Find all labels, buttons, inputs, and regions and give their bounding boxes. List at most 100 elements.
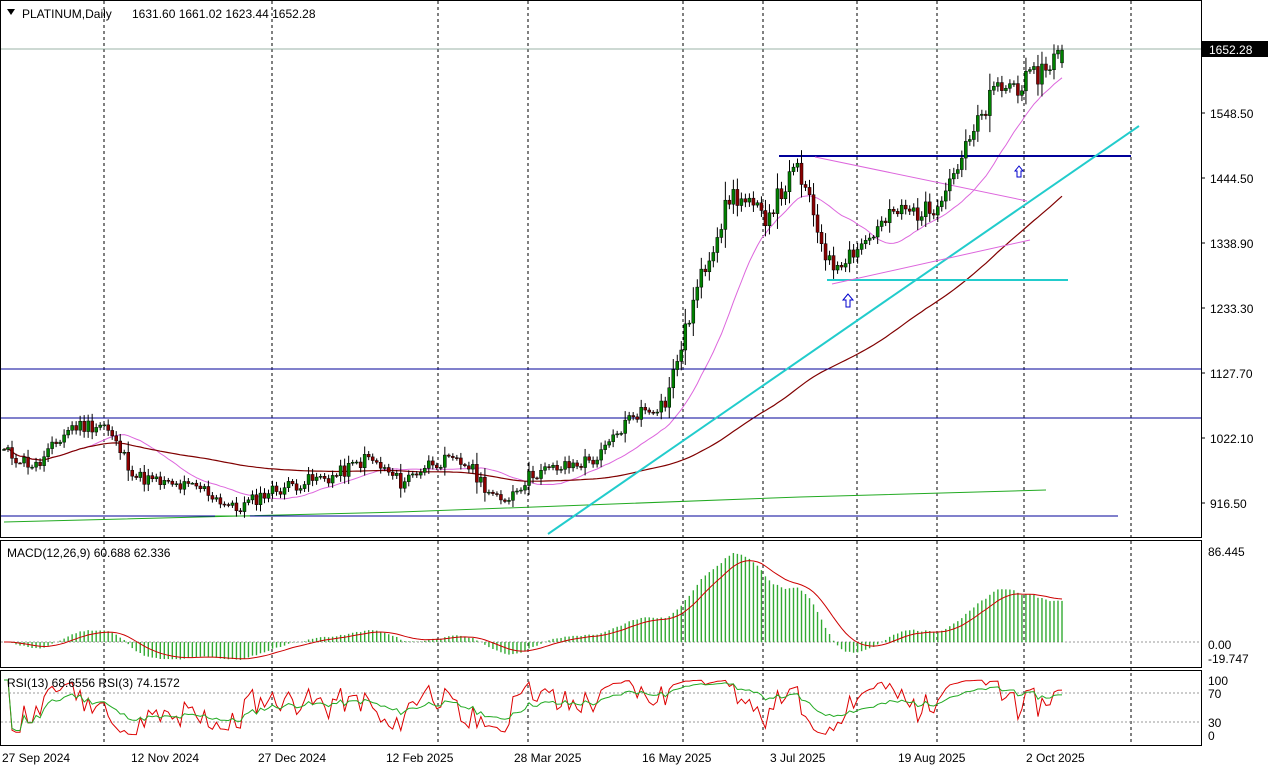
candle-body [346,463,351,477]
candle-body [110,430,114,437]
candle-body [1020,90,1024,96]
candle-body [18,462,22,465]
candle-body [403,481,407,489]
candle-body [122,452,126,454]
macd-tick: -19.747 [1208,652,1249,666]
candle-body [607,441,611,446]
candle-body [459,457,463,465]
current-price-marker [1202,41,1268,57]
candle-body [306,474,311,485]
candle-body [394,473,399,476]
candle-body [727,199,732,205]
candle-body [687,322,692,325]
candle-body [751,197,756,206]
candle-body [936,206,940,216]
candle-body [515,490,519,493]
candle-body [342,465,347,477]
candle-body [771,212,776,215]
candle-body [960,157,964,170]
candle-body [386,467,391,473]
candle-body [527,470,531,486]
candle-body [799,162,804,185]
candle-body [194,482,199,487]
candle-body [495,493,499,495]
price-tick: 1127.70 [1210,367,1253,381]
candle-body [767,212,772,227]
candle-body [996,82,1000,87]
candle-body [262,492,267,499]
candle-body [811,194,816,216]
time-tick: 3 Jul 2025 [770,751,826,765]
candle-body [354,461,359,464]
candle-body [22,456,26,464]
candle-body [739,198,744,206]
candle-body [214,497,219,500]
up-arrow-icon [1013,165,1025,178]
candle-body [182,481,187,490]
candle-body [879,220,884,227]
candle-body [90,420,94,433]
rsi-panel[interactable] [0,670,1202,746]
dropdown-triangle-icon[interactable] [7,9,15,15]
candle-body [623,419,627,434]
candle-body [956,169,960,174]
time-tick: 12 Nov 2024 [131,751,199,765]
candle-body [507,500,511,502]
candle-body [1008,83,1012,89]
candle-body [903,204,908,210]
candle-body [374,460,379,463]
candle-body [775,188,780,214]
candle-body [258,492,263,505]
candle-body [362,454,367,468]
ma-long-line [3,489,1047,523]
time-tick: 27 Dec 2024 [258,751,326,765]
candle-body [94,427,98,433]
candle-body [1024,70,1028,92]
current-price-label: 1652.28 [1209,43,1253,57]
candle-body [238,510,243,512]
candle-body [142,471,147,485]
candle-body [675,361,680,370]
candle-body [415,473,419,476]
candle-body [683,323,688,351]
candle-body [435,464,439,469]
candle-body [631,415,635,418]
macd-indicator [4,553,1063,660]
candle-body [491,491,495,494]
candle-body [350,462,355,464]
candle-body [980,113,984,116]
candle-body [779,188,784,200]
candle-body [859,243,864,250]
candle-body [298,488,303,491]
candle-body [226,504,231,506]
candle-body [667,387,672,408]
candle-body [30,466,34,469]
candle-body [1004,88,1008,91]
candle-body [719,229,724,238]
candle-body [919,216,924,221]
candle-body [839,265,844,268]
candle-body [38,461,42,466]
candle-body [330,475,335,484]
candle-body [611,434,615,442]
candle-body [899,204,904,215]
candle-body [74,425,78,431]
candle-body [615,433,619,436]
candle-body [246,499,251,503]
candle-body [427,460,431,469]
candle-body [254,494,259,505]
candle-body [146,475,151,485]
candle-body [907,208,912,212]
candle-body [599,449,603,461]
price-tick: 916.50 [1210,497,1247,511]
candle-body [655,411,659,414]
candle-body [591,459,595,465]
candle-body [699,268,704,288]
candle-body [587,456,591,461]
candle-body [78,420,82,431]
candle-body [34,461,38,468]
candle-body [86,420,90,432]
candle-body [1044,63,1048,71]
candle-body [679,349,684,362]
